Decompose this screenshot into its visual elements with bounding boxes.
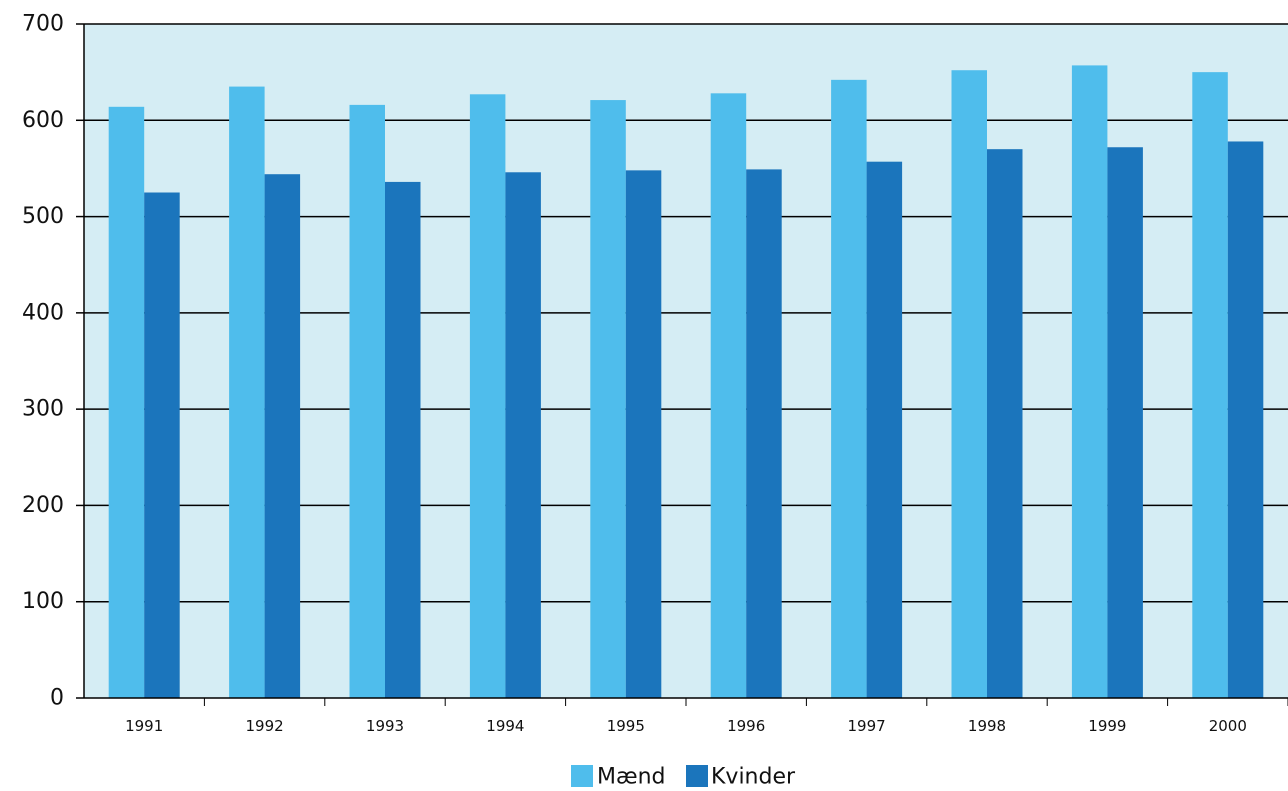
x-tick-label: 1994 (486, 717, 524, 735)
x-tick-label: 1998 (968, 717, 1006, 735)
legend-label-kvinder: Kvinder (711, 765, 796, 788)
bar-kvinder-1995 (625, 170, 662, 699)
bars (108, 65, 1264, 699)
bar-maend-1992 (229, 86, 265, 699)
bar-maend-1999 (1071, 65, 1108, 699)
legend-swatch-kvinder (686, 765, 708, 787)
bar-kvinder-1999 (1107, 147, 1143, 698)
bar-kvinder-1993 (385, 181, 421, 698)
bar-maend-2000 (1192, 72, 1228, 698)
bar-kvinder-1998 (987, 149, 1023, 698)
bar-kvinder-1991 (144, 192, 180, 698)
bar-maend-1996 (710, 93, 747, 699)
y-tick-label: 200 (22, 493, 64, 518)
bar-maend-1995 (590, 100, 626, 698)
x-tick-label: 1992 (246, 717, 284, 735)
x-tick-label: 1993 (366, 717, 404, 735)
x-axis-ticks: 1991 1992 1993 1994 1995 1996 1997 1998 1999 2000 (125, 698, 1288, 735)
y-tick-label: 700 (22, 12, 64, 37)
legend: Mænd Kvinder (571, 765, 796, 790)
x-tick-label: 1995 (607, 717, 645, 735)
legend-label-maend: Mænd (597, 765, 666, 788)
x-tick-label: 2000 (1209, 717, 1247, 735)
x-tick-label: 1997 (848, 717, 886, 735)
y-tick-label: 400 (22, 300, 64, 325)
bar-kvinder-2000 (1227, 141, 1264, 698)
bar-kvinder-1992 (264, 174, 301, 699)
x-tick-label: 1991 (125, 717, 163, 735)
bar-kvinder-1996 (746, 169, 782, 699)
bar-maend-1998 (951, 70, 987, 698)
y-tick-label: 0 (50, 686, 64, 711)
legend-swatch-maend (571, 765, 593, 787)
bar-maend-1994 (469, 94, 506, 698)
bar-kvinder-1997 (866, 161, 903, 698)
y-tick-label: 500 (22, 204, 64, 229)
bar-kvinder-1994 (505, 172, 541, 698)
y-axis-ticks: 0 100 200 300 400 500 600 700 (22, 12, 84, 711)
x-tick-label: 1996 (727, 717, 765, 735)
y-tick-label: 300 (22, 397, 64, 422)
y-tick-label: 100 (22, 589, 64, 614)
bar-maend-1993 (349, 104, 385, 698)
x-tick-label: 1999 (1088, 717, 1126, 735)
bar-maend-1991 (108, 106, 145, 698)
bar-maend-1997 (831, 79, 867, 699)
y-tick-label: 600 (22, 108, 64, 133)
